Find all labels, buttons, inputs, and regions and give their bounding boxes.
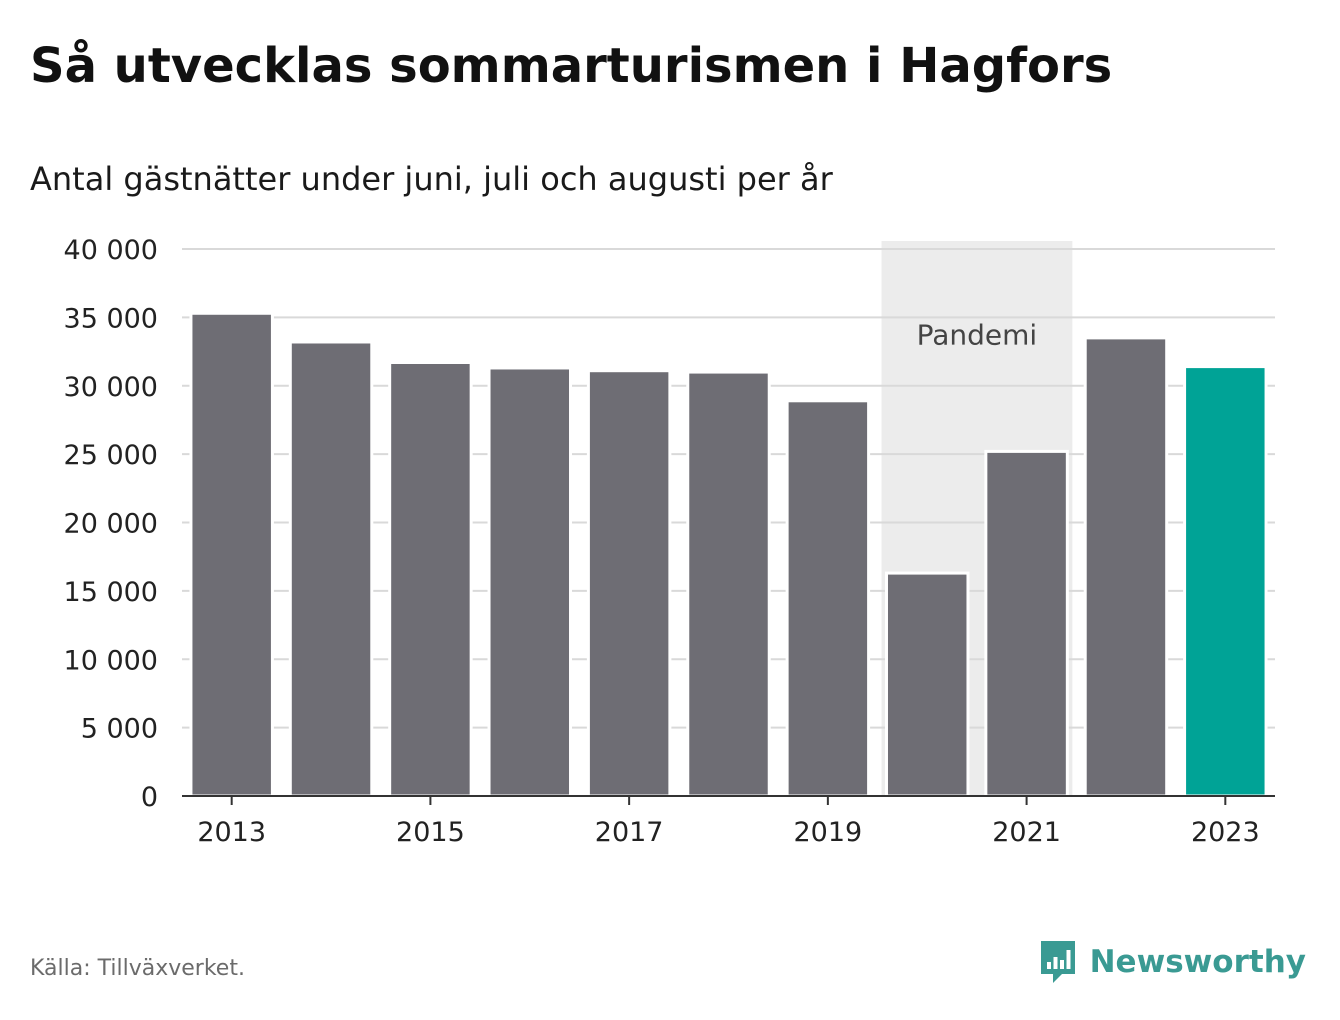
brand-name: Newsworthy: [1089, 944, 1306, 980]
newsworthy-logo-icon: [1040, 941, 1075, 983]
bar-2021: [984, 449, 1069, 798]
y-tick-label: 25 000: [64, 440, 158, 471]
chart-title: Så utvecklas sommarturismen i Hagfors: [30, 38, 1113, 94]
y-tick-label: 15 000: [64, 577, 158, 608]
y-tick-label: 0: [141, 782, 158, 813]
bar-2013: [189, 311, 274, 798]
bar-chart: Pandemi 0 5 000 10 000 15 000 20 000 25 000 30 …: [64, 235, 1275, 848]
bar-2015: [388, 361, 473, 798]
y-tick-label: 20 000: [64, 509, 158, 540]
x-tick-label: 2019: [794, 817, 863, 848]
brand-logo[interactable]: Newsworthy: [1038, 938, 1306, 986]
bar-2018: [686, 370, 771, 798]
bar-2014: [288, 340, 374, 798]
x-tick-label: 2017: [595, 817, 664, 848]
y-tick-label: 40 000: [64, 235, 158, 266]
bar-2022: [1083, 336, 1169, 798]
bar-2016: [487, 366, 573, 798]
y-tick-label: 35 000: [64, 303, 158, 334]
annotation-label: Pandemi: [917, 319, 1038, 352]
bar-2019: [785, 399, 871, 798]
y-tick-label: 30 000: [64, 372, 158, 403]
y-tick-label: 10 000: [64, 645, 158, 676]
source-note: Källa: Tillväxverket.: [30, 956, 245, 981]
chart-subtitle: Antal gästnätter under juni, juli och au…: [30, 160, 833, 198]
bar-2017: [586, 369, 672, 798]
bar-2020: [884, 571, 970, 798]
x-tick-label: 2015: [396, 817, 465, 848]
x-tick-label: 2021: [992, 817, 1061, 848]
y-tick-label: 5 000: [81, 714, 158, 745]
bar-2023: [1183, 365, 1268, 798]
x-tick-label: 2013: [197, 817, 266, 848]
x-tick-label: 2023: [1191, 817, 1260, 848]
